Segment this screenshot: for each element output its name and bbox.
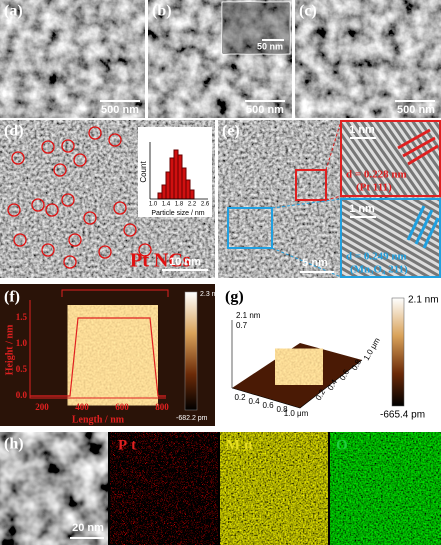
y-tick-label: 0.5 xyxy=(16,364,28,374)
height-profile xyxy=(30,317,166,397)
particle-markers xyxy=(7,126,152,269)
scale-label: 500 nm xyxy=(246,104,284,116)
x-label: Particle size / nm xyxy=(151,210,204,217)
panel-label: (c) xyxy=(299,3,317,20)
o-map xyxy=(330,432,441,545)
x-tick-label: 200 xyxy=(35,402,49,412)
x-tick-label: 800 xyxy=(155,402,169,412)
y-label: Count xyxy=(139,161,148,183)
colorbar-min: -682.2 pm xyxy=(176,415,208,422)
x-tick-label: 600 xyxy=(115,402,129,412)
particle-circle xyxy=(61,139,75,153)
particle-circle xyxy=(98,245,112,259)
size-annotation: D = 1.71 ± 0.03 nm xyxy=(141,128,209,138)
particle-circle xyxy=(41,140,55,154)
x-tick-label: 1.0 μm xyxy=(284,409,309,418)
f-axes xyxy=(29,289,169,399)
particle-circle xyxy=(53,163,67,177)
particle-circle xyxy=(13,233,27,247)
particle-circle xyxy=(41,243,55,257)
scale-label: 500 nm xyxy=(101,104,139,116)
haadf-image xyxy=(0,432,108,545)
plane-label: (Pt 111) xyxy=(356,182,392,194)
x-tick-label: 0.4 xyxy=(248,397,260,406)
colorbar xyxy=(184,291,198,411)
particle-circle xyxy=(88,126,102,140)
plane-label: (Mn₃O₄ 211) xyxy=(350,264,408,276)
particle-circle xyxy=(61,193,75,207)
particle-circle xyxy=(123,223,137,237)
blue-roi xyxy=(227,207,273,249)
scale-label: 20 nm xyxy=(72,522,104,534)
panel-label: (h) xyxy=(4,436,24,453)
nanosheet xyxy=(67,305,158,406)
particle-circle xyxy=(73,153,87,167)
x-tick-label: 0.2 xyxy=(234,393,246,402)
x-tick-label: 400 xyxy=(75,402,89,412)
particle-circle xyxy=(45,203,59,217)
x-tick-label: 1.8 xyxy=(175,202,184,208)
y-tick-label: 1.0 xyxy=(16,338,28,348)
y-label: Height / nm xyxy=(4,324,15,375)
panel-label: (a) xyxy=(4,3,23,20)
panel-label: (b) xyxy=(152,3,172,20)
histogram-axes xyxy=(149,142,208,200)
particle-circle xyxy=(138,243,152,257)
particle-circle xyxy=(31,198,45,212)
scale-label: 10 nm xyxy=(169,256,201,268)
z-tick: 0.7 xyxy=(236,321,248,330)
x-tick-label: 1.0 xyxy=(149,202,158,208)
x-tick-label: 2.6 xyxy=(201,202,210,208)
particle-circle xyxy=(7,203,21,217)
map-label: O xyxy=(336,437,352,453)
red-connector xyxy=(325,120,342,201)
colorbar xyxy=(391,297,405,407)
blue-fringe-lines xyxy=(406,205,440,249)
colorbar-max: 2.3 nm xyxy=(200,291,222,298)
x-tick-label: 2.2 xyxy=(188,202,197,208)
pt-ncs-label: Pt NCs xyxy=(130,250,191,272)
particle-circle xyxy=(63,255,77,269)
x-tick-label: 0.6 xyxy=(262,401,274,410)
particle-circle xyxy=(108,133,122,147)
y-tick-label: 0.0 xyxy=(16,390,28,400)
panel-label: (d) xyxy=(4,123,24,140)
pt-map xyxy=(110,432,218,545)
particle-circle xyxy=(113,201,127,215)
blue-inset xyxy=(340,198,441,278)
sem-image-a xyxy=(0,0,145,118)
particle-circle xyxy=(83,211,97,225)
inset-scale: 1 nm xyxy=(349,124,375,136)
panel-label: (f) xyxy=(4,289,20,306)
map-label: Mn xyxy=(226,437,257,453)
inset-image xyxy=(223,3,289,53)
spacing-label: d = 0.228 nm xyxy=(346,169,407,181)
map-label: Pt xyxy=(118,437,140,453)
x-label: Length / nm xyxy=(72,414,125,425)
particle-circle xyxy=(68,233,82,247)
xy-axes xyxy=(231,359,363,409)
colorbar-max: 2.1 nm xyxy=(408,295,439,306)
mn-map xyxy=(220,432,328,545)
nanosheet-3d xyxy=(275,348,323,385)
z-max: 2.1 nm xyxy=(236,311,261,320)
panel-label: (e) xyxy=(222,123,240,140)
scale-label: 5 nm xyxy=(302,257,328,269)
scale-label: 50 nm xyxy=(257,41,283,51)
particle-circle xyxy=(11,151,25,165)
colorbar-min: -665.4 pm xyxy=(380,410,425,421)
inset-scale: 1 nm xyxy=(349,203,375,215)
panel-label: (g) xyxy=(225,289,244,306)
spacing-label: d = 0.249 nm xyxy=(346,251,407,263)
red-fringe-lines xyxy=(397,128,439,166)
y-tick-label: 1.5 xyxy=(16,312,28,322)
scale-label: 500 nm xyxy=(397,104,435,116)
x-tick-label: 0.8 xyxy=(276,405,288,414)
sem-image-c xyxy=(295,0,441,118)
red-roi xyxy=(295,169,327,201)
x-tick-label: 1.4 xyxy=(162,202,171,208)
